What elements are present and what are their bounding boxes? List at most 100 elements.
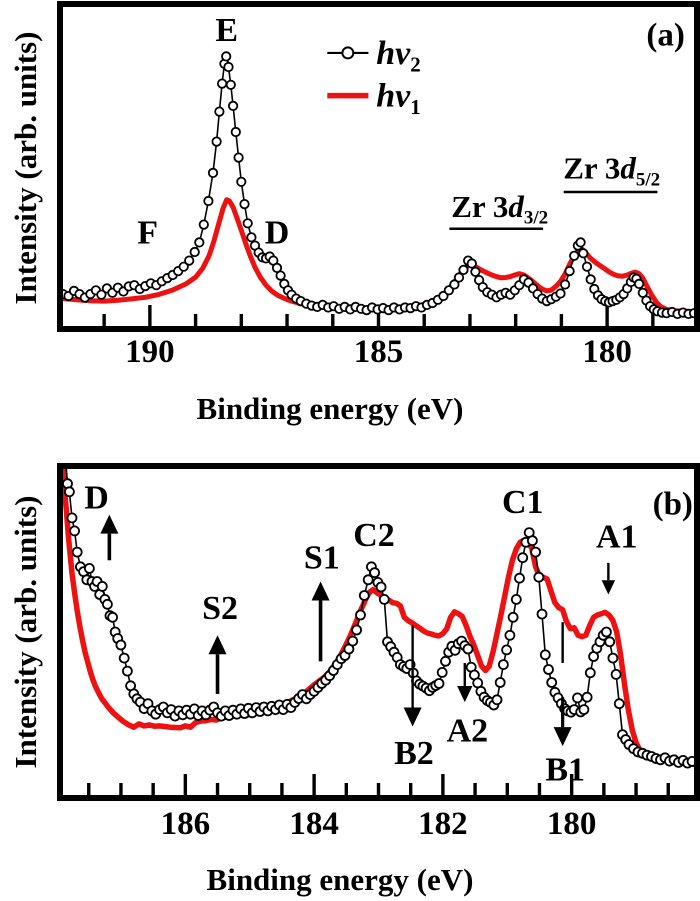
series-hv2-markers [63,51,694,319]
x-tick-label: 184 [289,806,339,842]
arrow-A1 [601,562,616,595]
data-point-marker [470,266,481,277]
y-axis-title-a: Intensity (arb. units) [8,31,43,305]
data-point-marker [433,678,445,689]
data-point-marker [581,261,593,272]
data-point-marker [189,246,200,258]
x-tick-label: 182 [418,806,468,842]
data-point-marker [530,546,541,558]
data-point-marker [686,756,694,767]
data-point-marker [633,278,645,289]
data-point-marker [239,199,250,210]
data-point-marker [610,668,622,680]
label-F: F [137,214,158,251]
label-C2: C2 [353,517,395,554]
data-point-marker [543,664,554,675]
arrow-S1 [311,581,330,662]
data-point-marker [613,698,625,710]
data-point-marker [217,78,228,89]
data-point-marker [221,51,232,62]
data-point-marker [584,667,596,679]
data-point-marker [559,279,571,290]
data-point-marker [84,563,95,574]
data-point-marker [61,455,70,464]
arrow-head [403,707,422,727]
data-point-marker [466,258,477,269]
data-point-marker [517,552,529,564]
x-tick-label: 190 [125,334,175,370]
data-point-marker [555,288,566,299]
label-A2: A2 [447,712,489,749]
data-point-marker [510,593,522,605]
arrow-B2 [403,625,422,727]
panel-a-frame [57,1,700,332]
x-axis-title-a: Binding energy (eV) [196,391,464,426]
data-point-marker [347,635,359,647]
data-point-marker [184,255,195,266]
data-point-marker [604,636,616,648]
x-tick-label: 186 [161,806,211,842]
data-point-marker [607,652,619,664]
data-point-marker [462,643,474,655]
label-S2: S2 [202,590,238,627]
data-point-marker [207,167,219,178]
data-point-marker [64,486,75,498]
data-point-marker [358,590,370,601]
panel-a-series [63,51,694,319]
data-point-marker [230,126,241,138]
data-point-marker [572,692,583,704]
data-point-marker [102,598,113,610]
data-point-marker [501,644,513,656]
data-point-marker [458,264,469,275]
label-B2: B2 [394,735,434,772]
data-point-marker [362,574,374,586]
data-point-marker [533,571,545,583]
data-point-marker [107,611,118,623]
data-point-marker [69,525,80,537]
data-point-marker [203,195,214,207]
legend-label-hv2: hν2 [376,35,421,76]
data-point-marker [578,248,589,259]
data-point-marker [198,219,209,230]
x-tick-label: 180 [547,806,597,842]
data-point-marker [223,61,234,73]
label-D: D [84,479,109,516]
data-point-marker [514,572,525,584]
arrow-A2 [457,662,473,703]
arrow-head [100,514,119,534]
data-point-marker [233,152,244,163]
data-point-marker [546,677,558,688]
data-point-marker [688,308,694,319]
arrow-head [553,727,572,747]
panel-b-x-ticks [87,774,670,795]
data-point-marker [585,274,596,285]
label-D: D [265,214,290,251]
data-point-marker [115,639,127,651]
x-axis-title-b: Binding energy (eV) [206,862,474,897]
data-point-marker [71,546,83,558]
data-point-marker [351,624,363,636]
data-point-marker [581,691,593,703]
x-tick-label: 185 [354,334,404,370]
data-point-marker [453,272,465,283]
data-point-marker [66,512,78,524]
data-point-marker [440,655,451,667]
panel-a-x-ticks [102,305,655,326]
data-point-marker [578,704,590,716]
data-point-marker [242,218,253,229]
data-point-marker [491,694,503,706]
arrow-B1 [553,697,572,747]
data-point-marker [96,289,107,300]
label-E: E [215,12,238,49]
data-point-marker [369,567,381,579]
panel-label-a: (a) [646,17,684,53]
data-point-marker [236,176,247,187]
data-point-marker [507,611,519,623]
panel-b-series [61,455,694,769]
arrow-D [100,514,119,561]
data-point-marker [569,250,580,261]
data-point-marker [96,580,108,592]
